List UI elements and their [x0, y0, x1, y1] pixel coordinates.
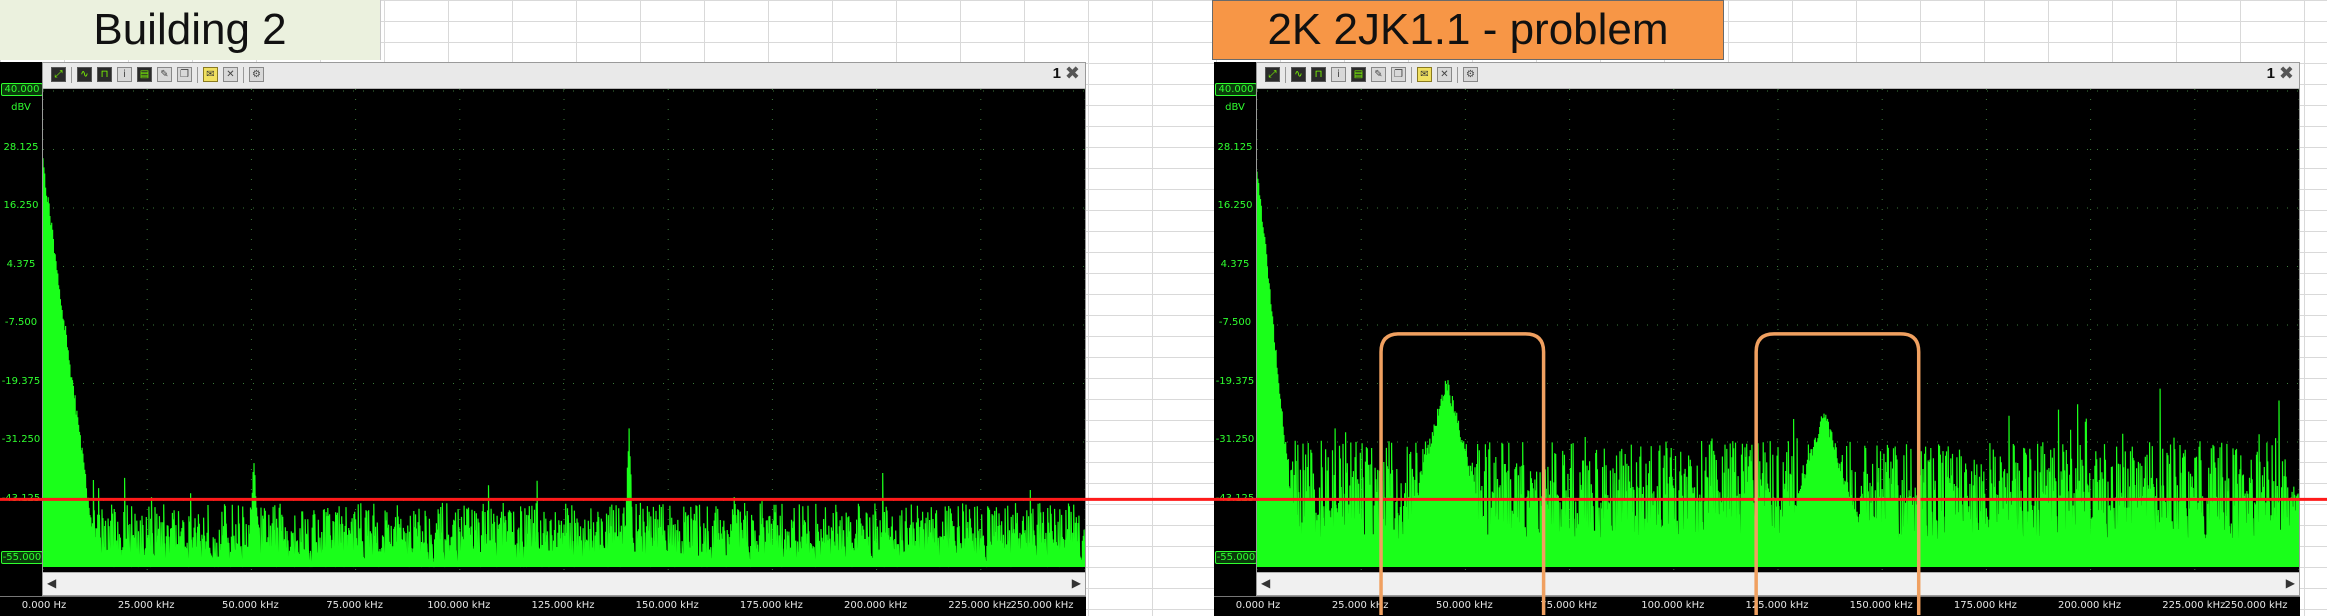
x-tick-label: 225.000 kHz	[2162, 600, 2226, 611]
close-icon[interactable]: ✖	[2278, 63, 2294, 84]
x-axis-labels: 0.000 Hz 25.000 kHz 50.000 kHz 75.000 kHz 10…	[1214, 596, 2300, 616]
y-tick-label: -31.250	[1215, 434, 1255, 445]
y-tick-label: 4.375	[1220, 258, 1250, 270]
x-tick-label: 200.000 kHz	[844, 600, 908, 611]
toolbar-separator	[243, 67, 244, 83]
toolbar-separator	[197, 67, 198, 83]
spectrum-panel-problem: 40.000 28.125 16.250 4.375 -7.500 -19.375 -31.…	[1214, 62, 2300, 616]
horizontal-scrollbar[interactable]: ◀ ▶	[43, 572, 1085, 595]
marker-icon[interactable]: ✎	[157, 67, 172, 82]
toolbar: ⤢ ∿ ⊓ i ▤ ✎ ❐ ✉ ✕ ⚙ 1 ✖	[1257, 63, 2299, 89]
y-tick-label: -43.125	[1, 492, 41, 504]
x-tick-label: 125.000 kHz	[531, 600, 595, 611]
x-tick-label: 50.000 kHz	[222, 600, 279, 611]
autoscale-icon[interactable]: ⤢	[1265, 67, 1280, 82]
comment-icon[interactable]: ✉	[1417, 67, 1432, 82]
toolbar-separator	[1411, 67, 1412, 83]
y-tick-label: 16.250	[3, 200, 39, 211]
y-axis-labels: 40.000 28.125 16.250 4.375 -7.500 -19.375 -31.…	[0, 62, 44, 596]
y-tick-label: 4.375	[6, 258, 36, 270]
step-wave-icon[interactable]: ⊓	[97, 67, 112, 82]
x-tick-label: 250.000 kHz	[2224, 600, 2288, 611]
scroll-right-icon[interactable]: ▶	[2285, 576, 2295, 590]
x-tick-label: 100.000 kHz	[1641, 600, 1705, 611]
title-building-2: Building 2	[0, 0, 381, 60]
toolbar-separator	[1285, 67, 1286, 83]
sine-wave-icon[interactable]: ∿	[77, 67, 92, 82]
spectrum-window: ⤢ ∿ ⊓ i ▤ ✎ ❐ ✉ ✕ ⚙ 1 ✖ ◀ ▶	[1256, 62, 2300, 596]
spectrum-window: ⤢ ∿ ⊓ i ▤ ✎ ❐ ✉ ✕ ⚙ 1 ✖ ◀ ▶	[42, 62, 1086, 596]
spectrum-plot	[43, 89, 1085, 572]
marker-icon[interactable]: ✎	[1371, 67, 1386, 82]
spectrum-trace	[43, 158, 1085, 568]
info-icon[interactable]: i	[117, 67, 132, 82]
copy-icon[interactable]: ❐	[1391, 67, 1406, 82]
scroll-left-icon[interactable]: ◀	[47, 576, 57, 590]
window-number: 1	[1052, 65, 1061, 82]
toolbar: ⤢ ∿ ⊓ i ▤ ✎ ❐ ✉ ✕ ⚙ 1 ✖	[43, 63, 1085, 89]
step-wave-icon[interactable]: ⊓	[1311, 67, 1326, 82]
x-tick-label: 50.000 kHz	[1436, 600, 1493, 611]
x-tick-label: 225.000 kHz	[948, 600, 1012, 611]
y-tick-label: -19.375	[1215, 375, 1255, 387]
x-tick-label: 75.000 kHz	[1540, 600, 1597, 611]
y-tick-label: 28.125	[3, 141, 39, 153]
copy-icon[interactable]: ❐	[177, 67, 192, 82]
y-tick-label: -31.250	[1, 434, 41, 445]
spectrum-svg	[43, 89, 1085, 572]
x-tick-label: 25.000 kHz	[117, 600, 175, 611]
window-number: 1	[2266, 65, 2275, 82]
scroll-left-icon[interactable]: ◀	[1261, 576, 1271, 590]
cross-icon[interactable]: ✕	[223, 67, 238, 82]
grid	[43, 89, 1085, 572]
y-tick-label: -55.000	[1215, 551, 1257, 564]
y-axis-labels: 40.000 28.125 16.250 4.375 -7.500 -19.375 -31.…	[1214, 62, 1258, 596]
x-tick-label: 175.000 kHz	[739, 600, 803, 611]
close-icon[interactable]: ✖	[1064, 63, 1080, 84]
cross-icon[interactable]: ✕	[1437, 67, 1452, 82]
y-tick-label: -7.500	[1218, 317, 1252, 328]
gear-icon[interactable]: ⚙	[249, 67, 264, 82]
x-tick-label: 75.000 kHz	[326, 600, 383, 611]
horizontal-scrollbar[interactable]: ◀ ▶	[1257, 572, 2299, 595]
display-icon[interactable]: ▤	[137, 67, 152, 82]
x-tick-label: 125.000 kHz	[1745, 600, 1809, 611]
x-tick-label: 25.000 kHz	[1331, 600, 1389, 611]
x-tick-label: 200.000 kHz	[2058, 600, 2122, 611]
y-tick-label: 40.000	[1, 83, 43, 96]
y-axis-unit: dBV	[11, 102, 31, 113]
x-tick-label: 100.000 kHz	[427, 600, 491, 611]
autoscale-icon[interactable]: ⤢	[51, 67, 66, 82]
spectrum-panel-building-2: 40.000 28.125 16.250 4.375 -7.500 -19.375 -31.…	[0, 62, 1086, 616]
y-tick-label: 28.125	[1217, 141, 1253, 153]
x-tick-label: 0.000 Hz	[1235, 600, 1281, 611]
y-tick-label: -19.375	[1, 375, 41, 387]
scroll-right-icon[interactable]: ▶	[1071, 576, 1081, 590]
y-tick-label: -43.125	[1215, 492, 1255, 504]
title-problem: 2K 2JK1.1 - problem	[1212, 0, 1724, 60]
x-axis-labels: 0.000 Hz 25.000 kHz 50.000 kHz 75.000 kHz 10…	[0, 596, 1086, 616]
x-tick-label: 175.000 kHz	[1953, 600, 2017, 611]
gear-icon[interactable]: ⚙	[1463, 67, 1478, 82]
y-tick-label: 16.250	[1217, 200, 1253, 211]
toolbar-separator	[71, 67, 72, 83]
comment-icon[interactable]: ✉	[203, 67, 218, 82]
y-tick-label: -7.500	[4, 317, 38, 328]
x-tick-label: 250.000 kHz	[1010, 600, 1074, 611]
spectrum-plot	[1257, 89, 2299, 572]
y-axis-unit: dBV	[1225, 102, 1245, 113]
spectrum-svg	[1257, 89, 2299, 572]
info-icon[interactable]: i	[1331, 67, 1346, 82]
y-tick-label: 40.000	[1215, 83, 1257, 96]
x-tick-label: 150.000 kHz	[635, 600, 699, 611]
x-tick-label: 150.000 kHz	[1849, 600, 1913, 611]
sine-wave-icon[interactable]: ∿	[1291, 67, 1306, 82]
toolbar-separator	[1457, 67, 1458, 83]
display-icon[interactable]: ▤	[1351, 67, 1366, 82]
x-tick-label: 0.000 Hz	[21, 600, 67, 611]
y-tick-label: -55.000	[1, 551, 43, 564]
